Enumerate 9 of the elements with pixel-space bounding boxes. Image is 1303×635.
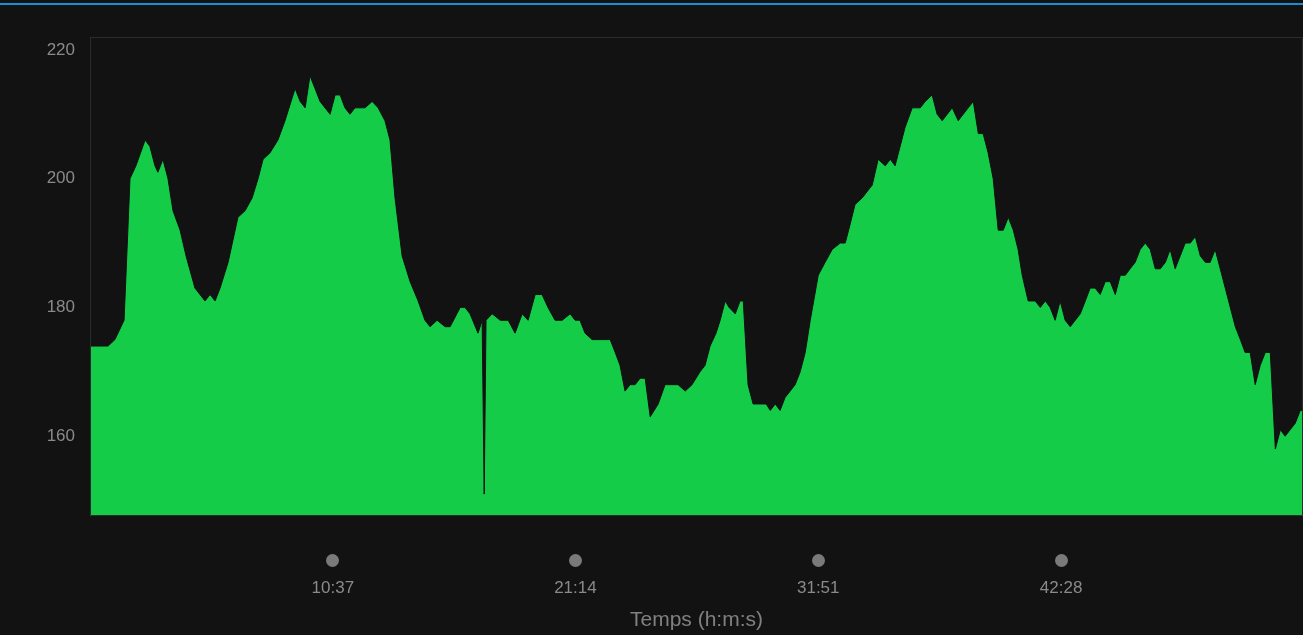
y-tick-label: 220 bbox=[46, 39, 75, 59]
y-tick-label: 180 bbox=[46, 297, 75, 317]
x-tick-label: 31:51 bbox=[796, 577, 840, 597]
y-tick-label: 200 bbox=[46, 168, 75, 188]
x-tick-label: 10:37 bbox=[311, 577, 355, 597]
x-tick-label: 21:14 bbox=[554, 577, 597, 597]
x-tick-label: 42:28 bbox=[1039, 577, 1083, 597]
x-axis-title: Temps (h:m:s) bbox=[629, 607, 764, 631]
y-tick-label: 160 bbox=[46, 425, 75, 445]
